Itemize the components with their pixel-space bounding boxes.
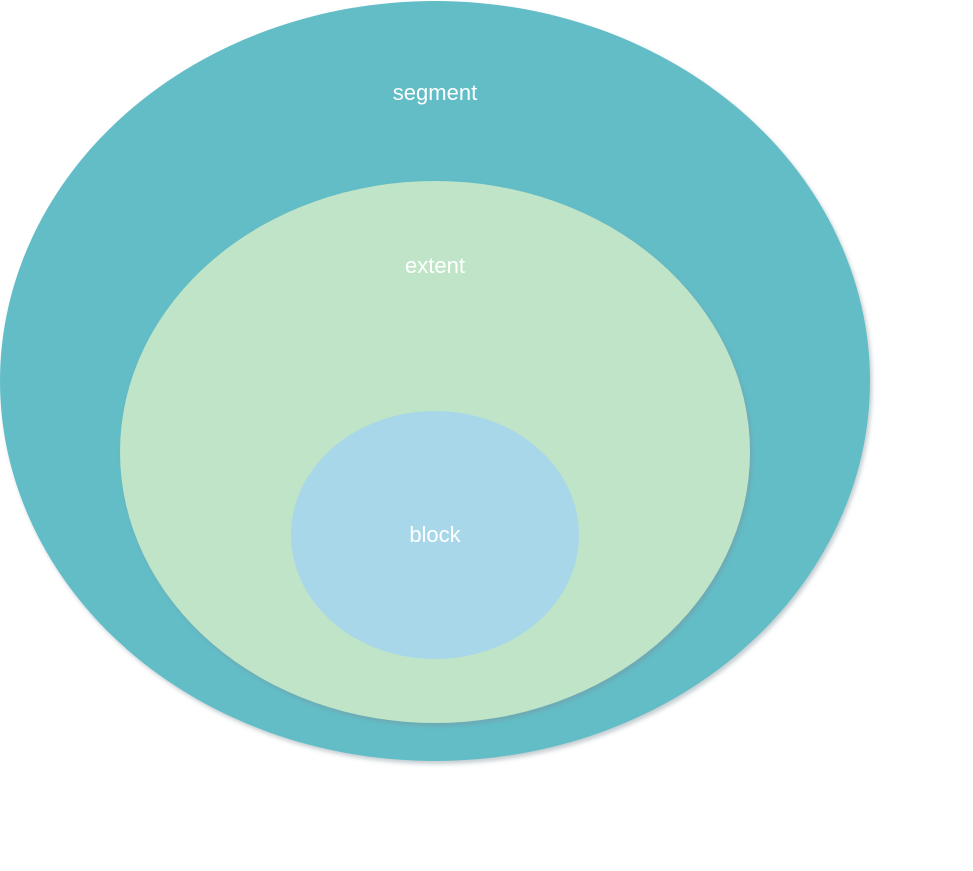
block-ellipse [291,411,579,659]
block-ring: block [291,411,579,659]
segment-label: segment [393,80,477,105]
block-label: block [409,522,461,547]
extent-label: extent [405,253,465,278]
